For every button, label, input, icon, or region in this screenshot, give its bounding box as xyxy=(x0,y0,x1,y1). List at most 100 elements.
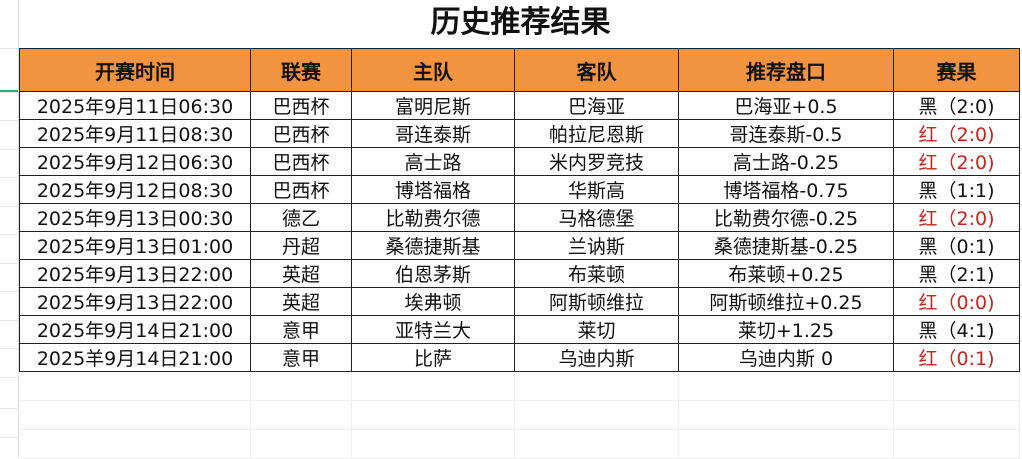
cell-time[interactable]: 2025年9月13日01:00 xyxy=(19,231,251,260)
empty-cell[interactable] xyxy=(351,400,515,430)
cell-league[interactable]: 英超 xyxy=(250,287,352,316)
table-row: 2025年9月13日22:00 英超 埃弗顿 阿斯顿维拉 阿斯顿维拉+0.25 红（0:0… xyxy=(19,287,1020,316)
empty-cell[interactable] xyxy=(19,400,251,430)
cell-home[interactable]: 高士路 xyxy=(351,147,515,176)
cell-home[interactable]: 博塔福格 xyxy=(351,175,515,204)
cell-away[interactable]: 米内罗竞技 xyxy=(514,147,679,176)
cell-pick[interactable]: 乌迪内斯 0 xyxy=(678,343,894,372)
cell-pick[interactable]: 高士路-0.25 xyxy=(678,147,894,176)
empty-cell[interactable] xyxy=(19,371,251,401)
cell-time[interactable]: 2025年9月11日08:30 xyxy=(19,119,251,148)
table-row: 2025年9月13日01:00 丹超 桑德捷斯基 兰讷斯 桑德捷斯基-0.25 黑（0:1… xyxy=(19,231,1020,260)
cell-league[interactable]: 英超 xyxy=(250,259,352,288)
cell-home[interactable]: 比萨 xyxy=(351,343,515,372)
gutter-line xyxy=(0,48,18,49)
cell-result[interactable]: 红（0:0) xyxy=(893,287,1020,316)
cell-home[interactable]: 伯恩茅斯 xyxy=(351,259,515,288)
empty-cell[interactable] xyxy=(514,371,679,401)
empty-cell[interactable] xyxy=(514,400,679,430)
table-row: 2025年9月12日08:30 巴西杯 博塔福格 华斯高 博塔福格-0.75 黑（1:1) xyxy=(19,175,1020,204)
empty-cell[interactable] xyxy=(514,429,679,459)
empty-cell[interactable] xyxy=(250,429,352,459)
cell-league[interactable]: 意甲 xyxy=(250,343,352,372)
gutter-line xyxy=(0,377,18,378)
cell-time[interactable]: 2025年9月14日21:00 xyxy=(19,315,251,344)
cell-pick[interactable]: 比勒费尔德-0.25 xyxy=(678,203,894,232)
cell-result[interactable]: 黑（2:1) xyxy=(893,259,1020,288)
empty-cell[interactable] xyxy=(351,371,515,401)
cell-away[interactable]: 巴海亚 xyxy=(514,91,679,120)
page-title: 历史推荐结果 xyxy=(430,5,611,40)
cell-home[interactable]: 埃弗顿 xyxy=(351,287,515,316)
gutter-line xyxy=(0,234,18,235)
gutter-line xyxy=(0,348,18,349)
cell-league[interactable]: 意甲 xyxy=(250,315,352,344)
cell-pick[interactable]: 博塔福格-0.75 xyxy=(678,175,894,204)
cell-away[interactable]: 帕拉尼恩斯 xyxy=(514,119,679,148)
cell-time[interactable]: 2025年9月12日06:30 xyxy=(19,147,251,176)
cell-league[interactable]: 巴西杯 xyxy=(250,91,352,120)
cell-away[interactable]: 莱切 xyxy=(514,315,679,344)
empty-cell[interactable] xyxy=(678,429,894,459)
cell-result[interactable]: 红（2:0) xyxy=(893,147,1020,176)
header-away[interactable]: 客队 xyxy=(514,48,679,92)
gutter-line xyxy=(0,320,18,321)
cell-result[interactable]: 黑（1:1) xyxy=(893,175,1020,204)
cell-result[interactable]: 黑（2:0) xyxy=(893,91,1020,120)
cell-result[interactable]: 红（2:0) xyxy=(893,203,1020,232)
gutter-line xyxy=(0,263,18,264)
empty-cell[interactable] xyxy=(250,400,352,430)
gutter-line xyxy=(0,177,18,178)
cell-time[interactable]: 2025年9月13日22:00 xyxy=(19,287,251,316)
cell-result[interactable]: 红（0:1) xyxy=(893,343,1020,372)
cell-time[interactable]: 2025羊9月14日21:00 xyxy=(19,343,251,372)
cell-home[interactable]: 桑德捷斯基 xyxy=(351,231,515,260)
cell-result[interactable]: 红（2:0) xyxy=(893,119,1020,148)
empty-cell[interactable] xyxy=(19,429,251,459)
cell-home[interactable]: 哥连泰斯 xyxy=(351,119,515,148)
cell-away[interactable]: 华斯高 xyxy=(514,175,679,204)
cell-pick[interactable]: 桑德捷斯基-0.25 xyxy=(678,231,894,260)
cell-result[interactable]: 黑（0:1) xyxy=(893,231,1020,260)
empty-cell[interactable] xyxy=(893,429,1020,459)
table-row: 2025年9月11日08:30 巴西杯 哥连泰斯 帕拉尼恩斯 哥连泰斯-0.5 红（2:0… xyxy=(19,119,1020,148)
empty-cell[interactable] xyxy=(893,371,1020,401)
cell-league[interactable]: 巴西杯 xyxy=(250,175,352,204)
empty-cell[interactable] xyxy=(678,371,894,401)
cell-time[interactable]: 2025年9月11日06:30 xyxy=(19,91,251,120)
cell-away[interactable]: 布莱顿 xyxy=(514,259,679,288)
header-pick[interactable]: 推荐盘口 xyxy=(678,48,894,92)
cell-home[interactable]: 比勒费尔德 xyxy=(351,203,515,232)
cell-time[interactable]: 2025年9月13日22:00 xyxy=(19,259,251,288)
header-league[interactable]: 联赛 xyxy=(250,48,352,92)
cell-pick[interactable]: 阿斯顿维拉+0.25 xyxy=(678,287,894,316)
cell-league[interactable]: 丹超 xyxy=(250,231,352,260)
row-gutter xyxy=(0,0,19,458)
cell-away[interactable]: 乌迪内斯 xyxy=(514,343,679,372)
empty-cell[interactable] xyxy=(893,400,1020,430)
empty-row xyxy=(19,429,1020,459)
cell-pick[interactable]: 哥连泰斯-0.5 xyxy=(678,119,894,148)
cell-league[interactable]: 德乙 xyxy=(250,203,352,232)
cell-time[interactable]: 2025年9月12日08:30 xyxy=(19,175,251,204)
cell-league[interactable]: 巴西杯 xyxy=(250,147,352,176)
cell-pick[interactable]: 巴海亚+0.5 xyxy=(678,91,894,120)
gutter-line xyxy=(0,437,18,438)
cell-pick[interactable]: 布莱顿+0.25 xyxy=(678,259,894,288)
cell-time[interactable]: 2025年9月13日00:30 xyxy=(19,203,251,232)
header-time[interactable]: 开赛时间 xyxy=(19,48,251,92)
cell-result[interactable]: 黑（4:1) xyxy=(893,315,1020,344)
empty-row xyxy=(19,371,1020,401)
cell-away[interactable]: 阿斯顿维拉 xyxy=(514,287,679,316)
cell-league[interactable]: 巴西杯 xyxy=(250,119,352,148)
cell-home[interactable]: 亚特兰大 xyxy=(351,315,515,344)
cell-away[interactable]: 马格德堡 xyxy=(514,203,679,232)
header-result[interactable]: 赛果 xyxy=(893,48,1020,92)
empty-cell[interactable] xyxy=(250,371,352,401)
empty-cell[interactable] xyxy=(351,429,515,459)
cell-home[interactable]: 富明尼斯 xyxy=(351,91,515,120)
cell-away[interactable]: 兰讷斯 xyxy=(514,231,679,260)
header-home[interactable]: 主队 xyxy=(351,48,515,92)
cell-pick[interactable]: 莱切+1.25 xyxy=(678,315,894,344)
empty-cell[interactable] xyxy=(678,400,894,430)
